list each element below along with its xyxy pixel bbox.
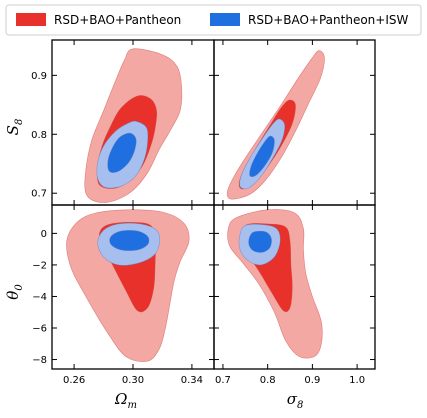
x-tick-label: 1.0: [349, 375, 365, 386]
legend-label-rsd-bao-pantheon: RSD+BAO+Pantheon: [54, 13, 181, 27]
contours-sigma_8-vs-S_8: [226, 50, 325, 200]
panels: 0.7 0.8 0.9 0.26 0.30 0.34 −8 −6 −4 −2 0 0.7 0.8 0.9 1…: [31, 39, 376, 386]
y-tick-label: 0.8: [31, 130, 47, 141]
y-tick-label: −2: [32, 260, 47, 271]
y-tick-label: −4: [32, 292, 47, 303]
x-tick-label: 0.9: [304, 375, 320, 386]
y-tick-label: 0.7: [31, 189, 47, 200]
legend-swatch-rsd-bao-pantheon-isw: [210, 13, 240, 26]
x-tick-label: 0.26: [63, 375, 85, 386]
legend-swatch-rsd-bao-pantheon: [16, 13, 46, 26]
x-tick-label: 0.30: [122, 375, 144, 386]
contour-rsd-bao-pantheon-isw-68: [109, 230, 150, 251]
panel-sigma_8-vs-theta_0: 0.7 0.8 0.9 1.0: [213, 204, 376, 386]
panel-Omega_m-vs-theta_0: 0.26 0.30 0.34 −8 −6 −4 −2 0: [32, 204, 215, 386]
contours-Omega_m-vs-theta_0: [66, 209, 190, 362]
legend-label-rsd-bao-pantheon-isw: RSD+BAO+Pantheon+ISW: [248, 13, 408, 27]
y-tick-label: −6: [32, 324, 47, 335]
panel-Omega_m-vs-S_8: 0.7 0.8 0.9: [31, 39, 215, 206]
x-tick-label: 0.7: [215, 375, 231, 386]
legend: RSD+BAO+Pantheon RSD+BAO+Pantheon+ISW: [5, 4, 422, 36]
x-axis-label-omega-m: Ωm: [114, 390, 137, 411]
y-axis-label-s8: S8: [4, 119, 25, 136]
panel-frame: [213, 204, 376, 370]
y-tick-label: −8: [32, 355, 47, 366]
y-tick-label: 0: [41, 229, 47, 240]
x-axis-label-sigma-8: σ8: [287, 390, 304, 411]
panel-sigma_8-vs-S_8: [213, 39, 376, 206]
contour-rsd-bao-pantheon-isw-68: [249, 135, 275, 178]
x-tick-label: 0.8: [260, 375, 276, 386]
contours-sigma_8-vs-theta_0: [227, 209, 323, 359]
y-axis-label-theta-0: θ0: [4, 284, 25, 300]
contour-rsd-bao-pantheon-isw-68: [248, 230, 272, 253]
contours-Omega_m-vs-S_8: [84, 48, 183, 203]
y-tick-label: 0.9: [31, 71, 47, 82]
x-tick-label: 0.34: [181, 375, 203, 386]
contour-rsd-bao-pantheon-isw-68: [107, 132, 137, 173]
